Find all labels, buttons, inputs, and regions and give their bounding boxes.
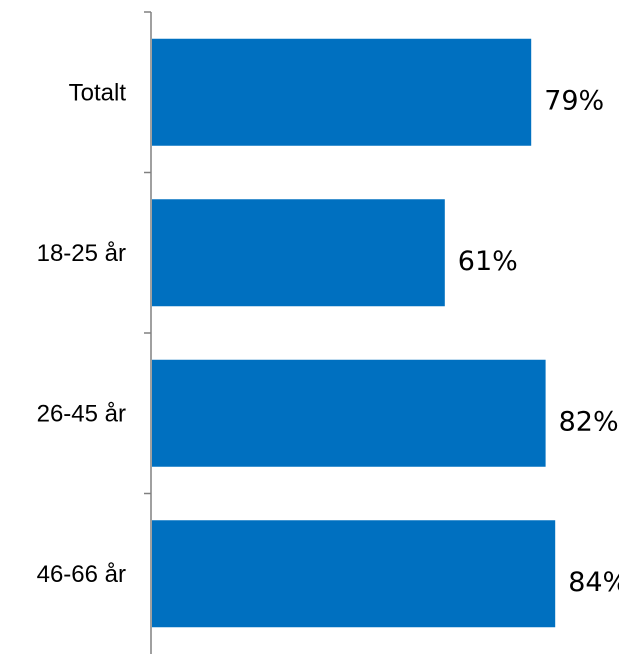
data-label-totalt: 79% bbox=[544, 85, 604, 116]
bar-totalt bbox=[152, 38, 532, 146]
data-label-18-25-r: 61% bbox=[458, 246, 518, 277]
category-label-18-25-r: 18-25 år bbox=[37, 240, 126, 267]
data-label-46-66-r: 84% bbox=[568, 567, 619, 598]
category-label-46-66-r: 46-66 år bbox=[37, 561, 126, 588]
bar-18-25-r bbox=[152, 199, 445, 307]
bar-46-66-r bbox=[152, 520, 556, 628]
category-label-26-45-r: 26-45 år bbox=[37, 400, 126, 427]
bars-layer bbox=[152, 38, 556, 628]
bar-26-45-r bbox=[152, 359, 546, 467]
data-label-26-45-r: 82% bbox=[559, 406, 619, 437]
labels-layer: Totalt 79% 18-25 år 61% 26-45 år 82% 46-66 år 8… bbox=[37, 79, 619, 598]
category-axis bbox=[144, 11, 152, 654]
category-label-totalt: Totalt bbox=[69, 79, 127, 106]
